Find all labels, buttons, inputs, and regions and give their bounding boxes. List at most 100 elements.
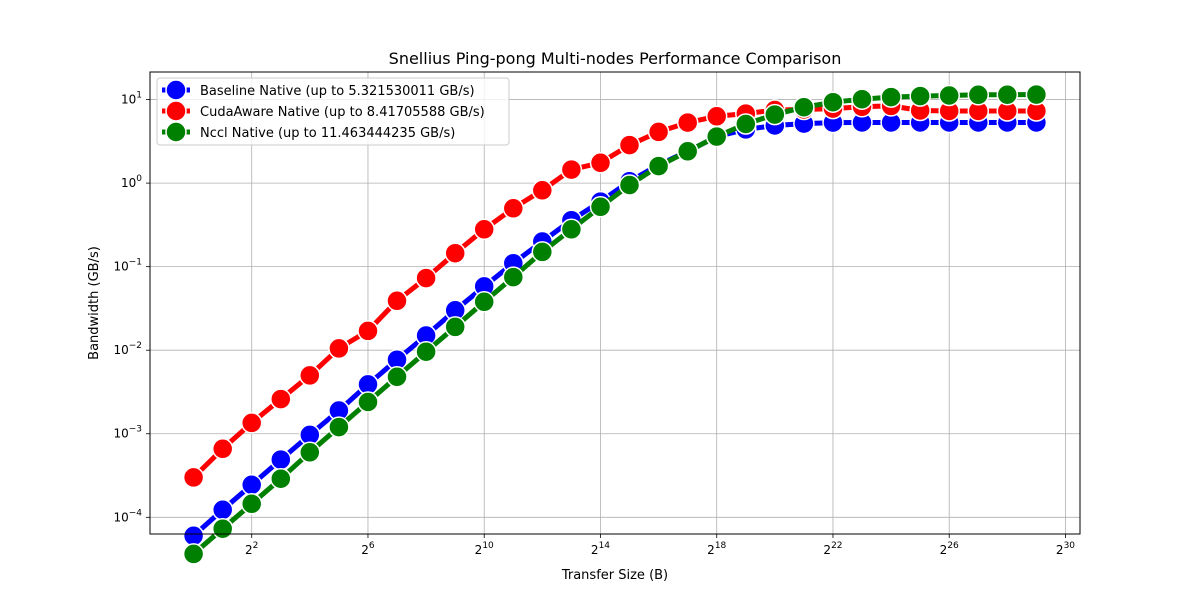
x-tick-base: 2 xyxy=(361,543,369,557)
data-point xyxy=(357,391,379,413)
data-point xyxy=(328,416,350,438)
data-point xyxy=(764,103,786,126)
y-tick-base: 10 xyxy=(113,260,128,274)
data-point xyxy=(182,525,205,547)
data-point xyxy=(996,83,1019,106)
x-tick-base: 2 xyxy=(1056,543,1064,557)
data-point xyxy=(473,291,495,313)
series-layer xyxy=(182,83,1048,565)
y-tick-exponent: 1 xyxy=(136,91,142,101)
data-point xyxy=(822,91,844,113)
x-tick-label: 210 xyxy=(475,541,494,557)
x-tick-base: 2 xyxy=(591,543,599,557)
data-point xyxy=(793,96,815,118)
x-tick-base: 2 xyxy=(707,543,715,557)
data-point xyxy=(589,152,612,174)
data-point xyxy=(386,366,408,388)
data-point xyxy=(270,448,292,471)
y-tick-label: 10−2 xyxy=(113,341,142,357)
x-tick-base: 2 xyxy=(245,543,253,557)
data-point xyxy=(270,388,292,410)
data-point xyxy=(647,155,670,177)
x-tick-base: 2 xyxy=(823,543,831,557)
x-tick-label: 218 xyxy=(707,541,726,557)
legend-label: Baseline Native (up to 5.321530011 GB/s) xyxy=(200,84,475,99)
x-tick-label: 226 xyxy=(940,541,959,557)
y-tick-base: 10 xyxy=(113,427,128,441)
plot-frame xyxy=(149,71,1081,535)
data-point xyxy=(473,218,495,241)
data-point xyxy=(560,158,583,181)
legend-item: Nccl Native (up to 11.463444235 GB/s) xyxy=(162,121,455,143)
data-point xyxy=(589,196,612,218)
series-2 xyxy=(182,83,1048,565)
x-tick-label: 26 xyxy=(361,541,375,557)
y-tick-exponent: −2 xyxy=(129,341,142,351)
x-tick-exponent: 26 xyxy=(947,541,959,551)
y-tick-exponent: −4 xyxy=(129,508,143,518)
data-point xyxy=(182,543,205,565)
data-point xyxy=(211,438,234,460)
x-tick-exponent: 22 xyxy=(831,541,842,551)
data-point xyxy=(938,84,960,107)
data-point xyxy=(909,85,931,107)
data-point xyxy=(357,320,379,342)
data-point xyxy=(531,179,554,202)
data-point xyxy=(444,242,466,264)
legend-marker xyxy=(165,100,187,122)
legend-marker xyxy=(165,79,187,101)
y-tick-exponent: −3 xyxy=(129,425,142,435)
data-point xyxy=(531,241,554,263)
legend-item: CudaAware Native (up to 8.41705588 GB/s) xyxy=(162,100,485,122)
legend-label: CudaAware Native (up to 8.41705588 GB/s) xyxy=(200,105,485,120)
data-point xyxy=(705,105,728,128)
data-point xyxy=(502,197,525,220)
data-point xyxy=(211,499,234,521)
legend-label: Nccl Native (up to 11.463444235 GB/s) xyxy=(200,126,455,141)
y-tick-base: 10 xyxy=(113,510,128,524)
data-point xyxy=(502,266,525,288)
y-tick-exponent: −1 xyxy=(129,258,142,268)
x-tick-label: 214 xyxy=(591,541,610,557)
data-point xyxy=(182,466,205,489)
x-tick-label: 22 xyxy=(245,541,258,557)
data-point xyxy=(240,412,263,434)
data-point xyxy=(240,474,263,496)
y-tick-base: 10 xyxy=(113,343,128,357)
data-point xyxy=(735,113,757,135)
chart-title: Snellius Ping-pong Multi-nodes Performan… xyxy=(389,49,842,68)
data-point xyxy=(880,86,902,108)
x-tick-exponent: 10 xyxy=(482,541,494,551)
data-point xyxy=(299,364,321,387)
y-tick-base: 10 xyxy=(121,176,136,190)
y-tick-base: 10 xyxy=(121,93,136,107)
x-tick-label: 230 xyxy=(1056,541,1075,557)
data-point xyxy=(386,290,408,312)
data-point xyxy=(676,140,699,163)
data-point xyxy=(705,125,728,148)
data-point xyxy=(560,218,583,241)
x-axis-label: Transfer Size (B) xyxy=(561,568,668,583)
data-point xyxy=(1025,83,1048,106)
data-point xyxy=(444,316,466,338)
y-tick-label: 10−3 xyxy=(113,425,142,441)
data-point xyxy=(415,267,437,289)
x-tick-exponent: 14 xyxy=(599,541,611,551)
data-point xyxy=(415,340,437,363)
data-point xyxy=(618,174,641,196)
x-tick-exponent: 18 xyxy=(715,541,727,551)
data-point xyxy=(328,337,350,360)
data-point xyxy=(240,493,263,515)
legend: Baseline Native (up to 5.321530011 GB/s)… xyxy=(156,77,510,146)
data-point xyxy=(618,134,641,156)
data-point xyxy=(967,84,990,106)
x-tick-exponent: 2 xyxy=(253,541,259,551)
x-axis-ticks: 22 26 210 214 218 222 226 230 xyxy=(245,534,1075,557)
legend-item: Baseline Native (up to 5.321530011 GB/s) xyxy=(162,79,475,101)
data-point xyxy=(211,517,234,540)
x-tick-exponent: 6 xyxy=(369,541,375,551)
data-point xyxy=(270,467,292,490)
y-tick-label: 100 xyxy=(121,174,142,190)
